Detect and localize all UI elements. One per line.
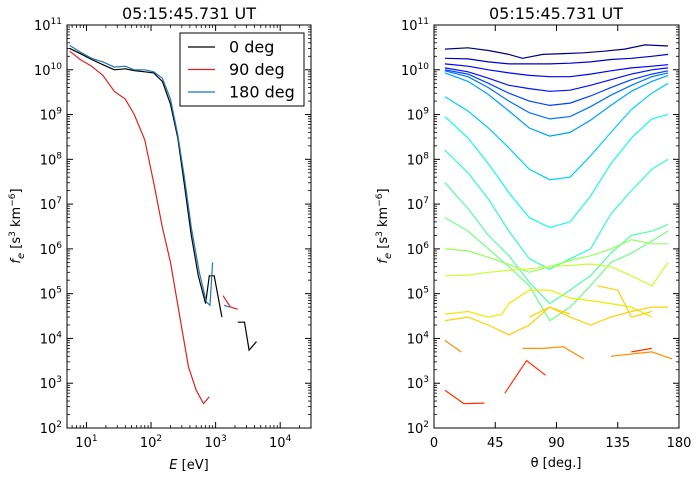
y-tick-label: 106 bbox=[40, 241, 63, 258]
x-tick-label: 45 bbox=[487, 436, 504, 451]
y-tick-label: 109 bbox=[407, 107, 430, 124]
y-tick-label: 104 bbox=[407, 330, 430, 347]
y-tick-label: 1010 bbox=[401, 62, 429, 79]
series-line-5-0 bbox=[444, 70, 669, 120]
series-line-8-0 bbox=[444, 114, 669, 229]
y-tick-label: 102 bbox=[407, 420, 429, 437]
series-line-1-0 bbox=[444, 53, 669, 65]
right-y-axis-label: fe [s3 km−6] bbox=[375, 188, 394, 263]
y-tick-label: 105 bbox=[40, 286, 62, 303]
series-line-13-0 bbox=[444, 262, 669, 287]
series-line-15-0 bbox=[444, 306, 669, 336]
series-line-14-0 bbox=[444, 289, 653, 318]
series-line-17-2 bbox=[631, 347, 652, 353]
series-line-1-1 bbox=[222, 295, 238, 310]
legend-label: 90 deg bbox=[229, 60, 285, 79]
series-line-1-0 bbox=[69, 50, 210, 405]
series-line-3-0 bbox=[444, 67, 669, 92]
left-energy-plot: 05:15:45.731 UT E [eV] fe [s3 km−6] 102 1… bbox=[8, 4, 312, 473]
y-tick-label: 105 bbox=[407, 286, 429, 303]
right-pitch-angle-plot: 05:15:45.731 UT θ [deg.] fe [s3 km−6] 10… bbox=[375, 4, 691, 471]
y-tick-label: 106 bbox=[407, 241, 430, 258]
series-line-15-2 bbox=[597, 285, 652, 318]
y-tick-label: 107 bbox=[40, 196, 62, 213]
y-tick-label: 102 bbox=[40, 420, 62, 437]
series-line-6-0 bbox=[444, 72, 669, 137]
series-line-7-0 bbox=[444, 82, 669, 181]
y-tick-label: 108 bbox=[407, 151, 430, 168]
series-line-0-1 bbox=[237, 321, 257, 352]
legend: 0 deg 90 deg 180 deg bbox=[179, 32, 305, 107]
x-tick-label: 102 bbox=[140, 434, 162, 451]
y-tick-label: 103 bbox=[407, 375, 429, 392]
series-line-16-2 bbox=[610, 351, 673, 360]
legend-label: 0 deg bbox=[229, 38, 274, 57]
series-line-17-1 bbox=[504, 359, 546, 394]
series-line-0-0 bbox=[444, 44, 669, 59]
y-tick-label: 108 bbox=[40, 151, 63, 168]
right-x-axis-label: θ [deg.] bbox=[531, 456, 582, 471]
y-tick-label: 109 bbox=[40, 107, 63, 124]
series-line-11-0 bbox=[444, 217, 669, 322]
series-line-0-0 bbox=[69, 47, 223, 318]
legend-label: 180 deg bbox=[229, 83, 295, 102]
series-line-17-0 bbox=[444, 389, 485, 405]
x-tick-label: 103 bbox=[204, 434, 226, 451]
left-plot-title: 05:15:45.731 UT bbox=[122, 4, 256, 23]
x-tick-label: 104 bbox=[269, 434, 292, 451]
series-line-12-0 bbox=[444, 239, 669, 273]
x-tick-label: 90 bbox=[548, 436, 565, 451]
series-line-2-0 bbox=[444, 63, 669, 78]
series-line-16-0 bbox=[444, 340, 462, 353]
y-tick-label: 107 bbox=[407, 196, 429, 213]
series-line-16-1 bbox=[522, 346, 585, 360]
x-tick-label: 135 bbox=[605, 436, 630, 451]
right-plot-title: 05:15:45.731 UT bbox=[489, 4, 623, 23]
x-tick-label: 0 bbox=[430, 436, 438, 451]
x-tick-label: 101 bbox=[75, 434, 97, 451]
series-group bbox=[69, 44, 257, 405]
series-line-15-1 bbox=[529, 306, 571, 318]
y-tick-label: 103 bbox=[40, 375, 62, 392]
series-group bbox=[444, 44, 673, 405]
series-line-2-1 bbox=[223, 304, 230, 308]
y-tick-label: 1011 bbox=[34, 17, 62, 34]
y-tick-label: 104 bbox=[40, 330, 63, 347]
series-line-10-0 bbox=[444, 182, 669, 305]
left-x-axis-label: E [eV] bbox=[169, 458, 208, 473]
series-line-4-0 bbox=[444, 69, 669, 107]
left-y-axis-label: fe [s3 km−6] bbox=[8, 188, 27, 263]
y-tick-label: 1011 bbox=[401, 17, 429, 34]
plot-frame bbox=[66, 24, 312, 429]
x-tick-label: 180 bbox=[667, 436, 692, 451]
y-tick-label: 1010 bbox=[34, 62, 62, 79]
series-line-2-0 bbox=[69, 44, 214, 307]
